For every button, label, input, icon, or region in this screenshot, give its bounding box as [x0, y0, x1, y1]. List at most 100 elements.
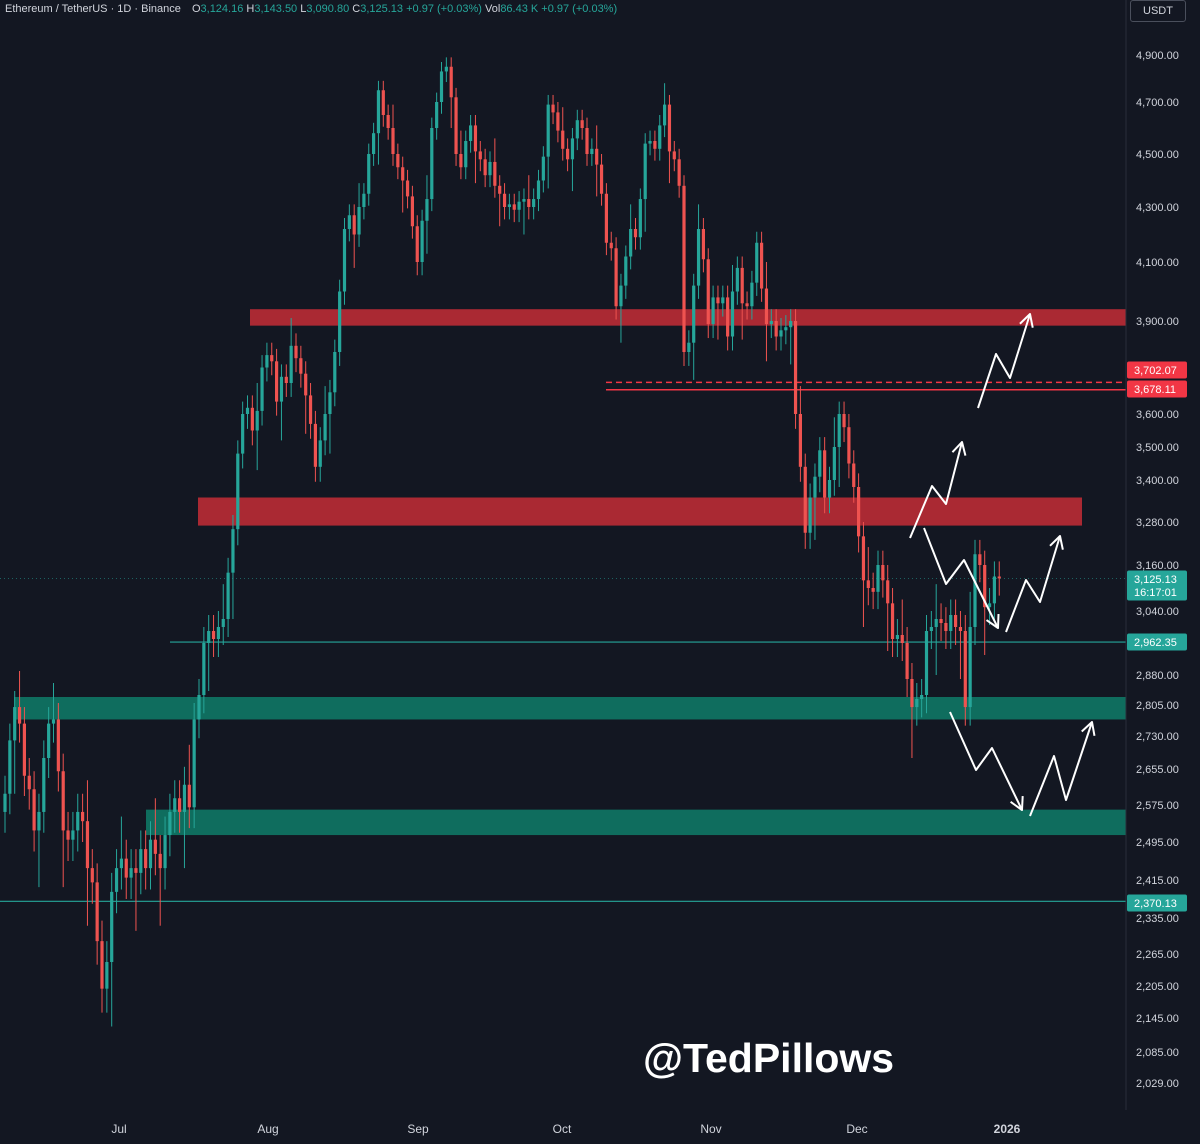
candle-body	[784, 327, 788, 331]
candle-body	[566, 148, 570, 160]
candle-body	[47, 723, 51, 758]
zones-layer	[14, 309, 1126, 836]
candle-body	[464, 141, 468, 168]
candle-body	[633, 229, 638, 238]
currency-button[interactable]: USDT	[1130, 0, 1186, 22]
y-tick-label: 2,655.00	[1136, 764, 1179, 776]
y-tick-label: 4,700.00	[1136, 97, 1179, 109]
candle-body	[148, 839, 153, 869]
candle-body	[629, 229, 633, 257]
candle-body	[488, 161, 492, 176]
candle-body	[56, 719, 60, 772]
candle-body	[808, 497, 812, 533]
candle-body	[614, 248, 618, 307]
candle-body	[372, 133, 376, 154]
candle-body	[114, 868, 119, 892]
candle-body	[221, 619, 225, 627]
candle-body	[585, 128, 589, 154]
candle-body	[890, 603, 895, 639]
candle-body	[667, 104, 672, 152]
candle-body	[517, 201, 521, 210]
candle-body	[37, 811, 41, 831]
candle-body	[949, 615, 953, 631]
candle-body	[352, 215, 356, 235]
candle-body	[944, 623, 948, 631]
candles-layer	[3, 57, 1001, 1027]
candle-body	[910, 679, 914, 708]
candle-body	[425, 199, 429, 221]
candle-body	[459, 154, 463, 168]
countdown-label: 16:17:01	[1134, 587, 1177, 599]
x-tick-label: Nov	[700, 1122, 721, 1136]
candle-body	[958, 627, 963, 631]
candle-body	[561, 130, 565, 149]
candle-body	[803, 466, 807, 533]
candle-body	[672, 151, 676, 160]
candle-body	[294, 345, 298, 359]
candle-body	[493, 161, 497, 186]
symbol-label[interactable]: Ethereum / TetherUS · 1D · Binance	[5, 3, 181, 15]
high-label: H	[246, 3, 255, 15]
volume-label: Vol	[485, 3, 501, 15]
candle-body	[163, 835, 167, 869]
candle-body	[328, 392, 332, 414]
candle-body	[124, 858, 128, 878]
candle-body	[512, 204, 516, 210]
candle-body	[905, 643, 909, 679]
candle-body	[284, 376, 288, 383]
candle-body	[100, 941, 104, 989]
candle-body	[696, 229, 701, 286]
candle-body	[687, 342, 691, 352]
candle-body	[32, 789, 36, 831]
candle-body	[968, 627, 972, 708]
candle-body	[987, 603, 992, 608]
candle-body	[308, 395, 313, 424]
candle-body	[774, 321, 778, 337]
candle-body	[658, 125, 662, 149]
candle-body	[599, 164, 604, 194]
arrow-head-icon	[1010, 795, 1024, 811]
candle-body	[721, 297, 725, 304]
candle-body	[245, 407, 250, 414]
candle-body	[473, 125, 478, 152]
candle-body	[837, 414, 841, 447]
candle-body	[871, 588, 875, 592]
candle-body	[61, 771, 65, 831]
projection-arrow	[949, 711, 1023, 811]
arrow-head-icon	[1049, 535, 1064, 550]
candle-body	[793, 321, 798, 414]
projection-arrow	[1005, 535, 1061, 633]
candle-body	[323, 414, 327, 441]
candle-body	[638, 199, 642, 238]
candle-body	[852, 463, 856, 487]
candle-body	[66, 830, 70, 840]
candle-body	[207, 631, 211, 643]
y-tick-label: 3,600.00	[1136, 409, 1179, 421]
projection-arrow	[923, 527, 999, 629]
projection-arrow	[977, 313, 1031, 409]
candle-body	[769, 321, 773, 325]
candle-body	[231, 529, 235, 573]
low-value: 3,090.80	[306, 3, 350, 15]
price-tag-label: 3,125.13	[1134, 574, 1177, 586]
candle-body	[755, 242, 759, 283]
y-tick-label: 2,205.00	[1136, 981, 1179, 993]
candle-body	[624, 256, 628, 286]
y-tick-label: 3,160.00	[1136, 560, 1179, 572]
price-tag-support	[1127, 894, 1187, 912]
y-tick-label: 2,805.00	[1136, 700, 1179, 712]
y-tick-label: 4,500.00	[1136, 149, 1179, 161]
candle-body	[619, 285, 623, 307]
candle-body	[51, 719, 56, 724]
y-tick-label: 2,880.00	[1136, 670, 1179, 682]
y-tick-label: 2,575.00	[1136, 800, 1179, 812]
candle-body	[963, 631, 967, 708]
arrow-head-icon	[951, 441, 967, 456]
candle-body	[367, 154, 371, 194]
candle-body	[527, 199, 531, 207]
y-tick-label: 3,400.00	[1136, 475, 1179, 487]
projection-arrow	[1029, 721, 1093, 817]
candle-body	[376, 90, 381, 134]
y-tick-label: 2,265.00	[1136, 949, 1179, 961]
